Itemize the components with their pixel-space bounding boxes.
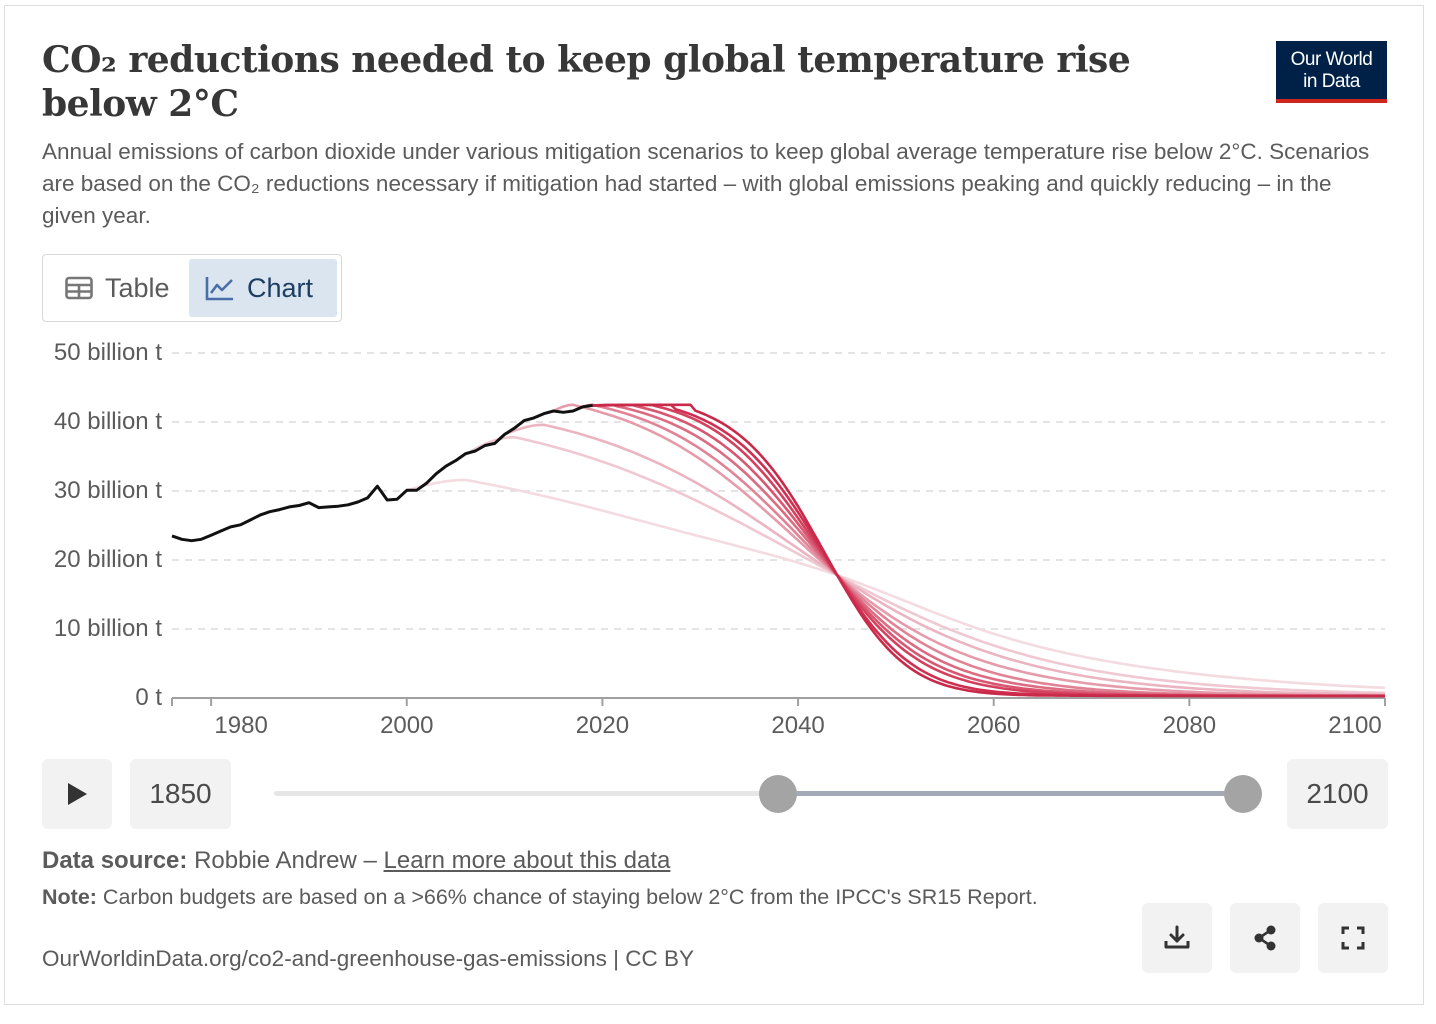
timeline-track[interactable] bbox=[274, 791, 1242, 796]
page-title: CO₂ reductions needed to keep global tem… bbox=[42, 39, 1131, 125]
learn-more-link[interactable]: Learn more about this data bbox=[383, 847, 671, 874]
timeline-start-handle[interactable] bbox=[759, 775, 797, 813]
y-tick-label: 50 billion t bbox=[53, 339, 162, 366]
play-icon bbox=[68, 783, 87, 805]
share-button[interactable] bbox=[1230, 903, 1300, 973]
y-tick-label: 10 billion t bbox=[53, 615, 162, 642]
tab-table[interactable]: Table bbox=[47, 259, 187, 317]
share-icon bbox=[1254, 925, 1276, 951]
timeline-end-year[interactable]: 2100 bbox=[1287, 759, 1388, 829]
logo-line-1: Our World bbox=[1290, 49, 1373, 70]
download-button[interactable] bbox=[1142, 903, 1212, 973]
x-tick-label: 2000 bbox=[380, 712, 434, 739]
note-text: Carbon budgets are based on a >66% chanc… bbox=[102, 885, 1038, 909]
owid-logo[interactable]: Our World in Data bbox=[1276, 41, 1387, 103]
chart-icon bbox=[205, 277, 233, 301]
x-tick-label: 2020 bbox=[575, 712, 630, 739]
note-label: Note: bbox=[42, 885, 97, 909]
view-toggle: Table Chart bbox=[42, 254, 342, 322]
data-source: Data source: Robbie Andrew – Learn more … bbox=[42, 845, 670, 877]
y-tick-label: 20 billion t bbox=[53, 546, 162, 573]
x-tick-label: 1980 bbox=[214, 712, 268, 739]
fullscreen-button[interactable] bbox=[1318, 903, 1388, 973]
x-tick-label: 2040 bbox=[771, 712, 825, 739]
fullscreen-icon bbox=[1341, 926, 1365, 950]
timeline-end-handle[interactable] bbox=[1224, 775, 1262, 813]
y-tick-label: 30 billion t bbox=[53, 477, 162, 504]
logo-accent-bar bbox=[1276, 99, 1387, 103]
y-tick-label: 0 t bbox=[135, 684, 162, 711]
tab-chart-label: Chart bbox=[247, 272, 314, 303]
footer-url[interactable]: OurWorldinData.org/co2-and-greenhouse-ga… bbox=[42, 946, 694, 971]
tab-chart[interactable]: Chart bbox=[189, 259, 337, 317]
x-tick-label: 2060 bbox=[967, 712, 1021, 739]
table-icon bbox=[65, 276, 93, 300]
y-tick-label: 40 billion t bbox=[53, 408, 162, 435]
x-tick-label: 2100 bbox=[1328, 712, 1382, 739]
page-subtitle: Annual emissions of carbon dioxide under… bbox=[42, 139, 1370, 228]
timeline-start-year[interactable]: 1850 bbox=[130, 759, 231, 829]
chart-frame bbox=[4, 5, 1424, 1005]
timeline-selected-range[interactable] bbox=[778, 791, 1243, 796]
logo-line-2: in Data bbox=[1303, 71, 1360, 92]
play-button[interactable] bbox=[42, 759, 112, 829]
download-icon bbox=[1164, 925, 1190, 949]
x-tick-label: 2080 bbox=[1162, 712, 1217, 739]
note: Note: Carbon budgets are based on a >66%… bbox=[42, 884, 1072, 910]
data-source-label: Data source: bbox=[42, 847, 188, 874]
tab-table-label: Table bbox=[105, 272, 170, 303]
data-source-text: Robbie Andrew – bbox=[194, 847, 377, 874]
